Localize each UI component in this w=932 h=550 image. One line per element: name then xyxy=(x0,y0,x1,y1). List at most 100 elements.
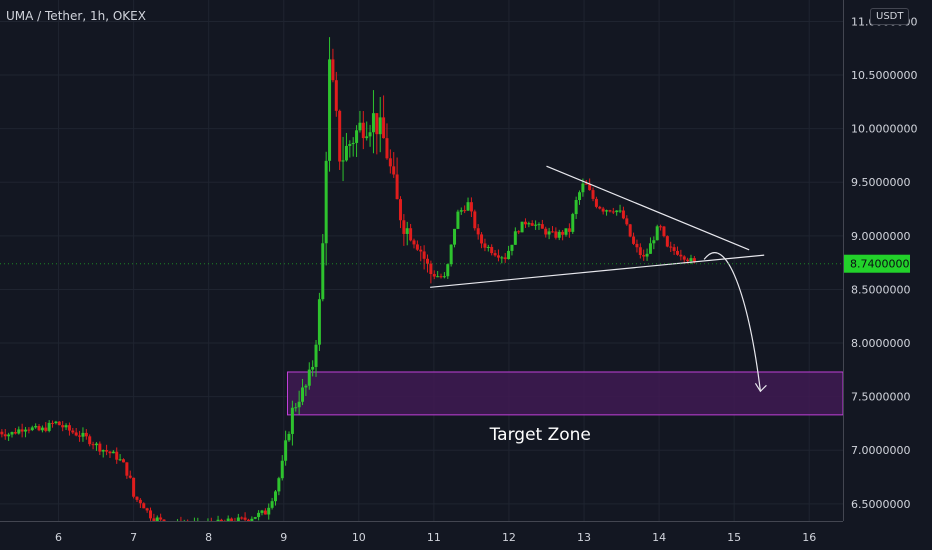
drawings xyxy=(430,165,767,393)
candle-body xyxy=(284,440,288,461)
candle-down xyxy=(493,249,497,257)
candle-body xyxy=(331,59,335,81)
candle-down xyxy=(530,220,534,226)
candle-body xyxy=(3,434,7,437)
candle-up xyxy=(287,431,291,442)
candle-body xyxy=(365,136,369,139)
candle-down xyxy=(67,422,71,436)
candle-body xyxy=(344,145,348,161)
candle-body xyxy=(44,427,48,431)
x-tick-label: 6 xyxy=(55,531,62,544)
candle-body xyxy=(250,518,254,522)
candle-down xyxy=(463,205,467,214)
candle-down xyxy=(37,424,41,432)
candle-body xyxy=(253,517,257,519)
candle-down xyxy=(263,508,267,515)
candle-down xyxy=(88,434,92,447)
candle-down xyxy=(588,178,592,191)
candle-body xyxy=(358,122,362,131)
candle-body xyxy=(554,231,558,238)
candle-body xyxy=(388,158,392,167)
candle-body xyxy=(267,507,271,515)
candle-down xyxy=(554,227,558,240)
candle-down xyxy=(91,441,95,450)
y-tick-label: 9.0000000 xyxy=(851,230,911,243)
candle-up xyxy=(301,378,305,406)
candle-body xyxy=(689,258,693,262)
candle-body xyxy=(118,459,122,461)
candle-up xyxy=(615,210,619,216)
candle-up xyxy=(7,432,11,441)
candle-body xyxy=(257,512,261,518)
symbol-title: UMA / Tether, 1h, OKEX xyxy=(6,9,146,23)
target-zone-label: Target Zone xyxy=(489,425,591,445)
candle-body xyxy=(544,228,548,235)
candle-body xyxy=(67,425,71,431)
candle-up xyxy=(655,224,659,241)
candle-down xyxy=(375,113,379,155)
candle-body xyxy=(594,198,598,207)
candle-up xyxy=(304,384,308,396)
candle-body xyxy=(469,202,473,212)
candle-up xyxy=(547,227,551,240)
candle-body xyxy=(446,264,450,277)
candle-body xyxy=(301,387,305,402)
candle-up xyxy=(500,255,504,264)
candle-down xyxy=(51,420,55,428)
candle-body xyxy=(561,231,565,235)
candle-down xyxy=(98,441,102,456)
candle-up xyxy=(273,490,277,506)
candle-body xyxy=(520,221,524,233)
candle-down xyxy=(382,95,386,139)
candle-body xyxy=(432,274,436,277)
candle-body xyxy=(74,432,78,436)
candle-up xyxy=(24,426,28,438)
candle-body xyxy=(517,231,521,233)
y-tick-label: 7.5000000 xyxy=(851,391,911,404)
candle-body xyxy=(449,244,453,265)
candle-up xyxy=(270,497,274,510)
candle-body xyxy=(648,243,652,254)
candle-down xyxy=(426,254,430,273)
candle-body xyxy=(54,421,58,424)
candle-up xyxy=(371,90,375,154)
candle-down xyxy=(635,239,639,253)
candle-body xyxy=(88,436,92,445)
candle-up xyxy=(378,96,382,153)
candle-down xyxy=(44,422,48,433)
candle-body xyxy=(260,510,264,513)
x-tick-label: 10 xyxy=(352,531,366,544)
candle-body xyxy=(371,113,375,133)
candle-body xyxy=(142,503,146,509)
candle-up xyxy=(314,339,318,377)
candle-body xyxy=(672,247,676,251)
candle-body xyxy=(348,144,352,146)
candle-down xyxy=(625,215,629,226)
candle-up xyxy=(257,510,261,521)
candle-up xyxy=(34,423,38,429)
candle-body xyxy=(149,510,153,519)
candle-body xyxy=(334,80,338,111)
candle-body xyxy=(473,211,477,229)
candle-up xyxy=(605,209,609,216)
candle-body xyxy=(493,253,497,256)
candle-body xyxy=(94,443,98,446)
candle-body xyxy=(692,258,696,262)
candle-body xyxy=(419,249,423,252)
candle-down xyxy=(240,516,244,520)
candle-body xyxy=(317,299,321,345)
currency-badge[interactable]: USDT xyxy=(870,8,910,25)
candle-body xyxy=(675,250,679,255)
candle-up xyxy=(513,227,517,245)
candle-body xyxy=(608,210,612,212)
candle-body xyxy=(368,132,372,137)
candle-body xyxy=(351,142,355,145)
candle-body xyxy=(605,210,609,212)
candle-down xyxy=(638,243,642,259)
candle-body xyxy=(638,247,642,256)
candles xyxy=(0,37,696,533)
candle-body xyxy=(628,224,632,237)
candle-body xyxy=(571,214,575,232)
candle-body xyxy=(655,226,659,241)
